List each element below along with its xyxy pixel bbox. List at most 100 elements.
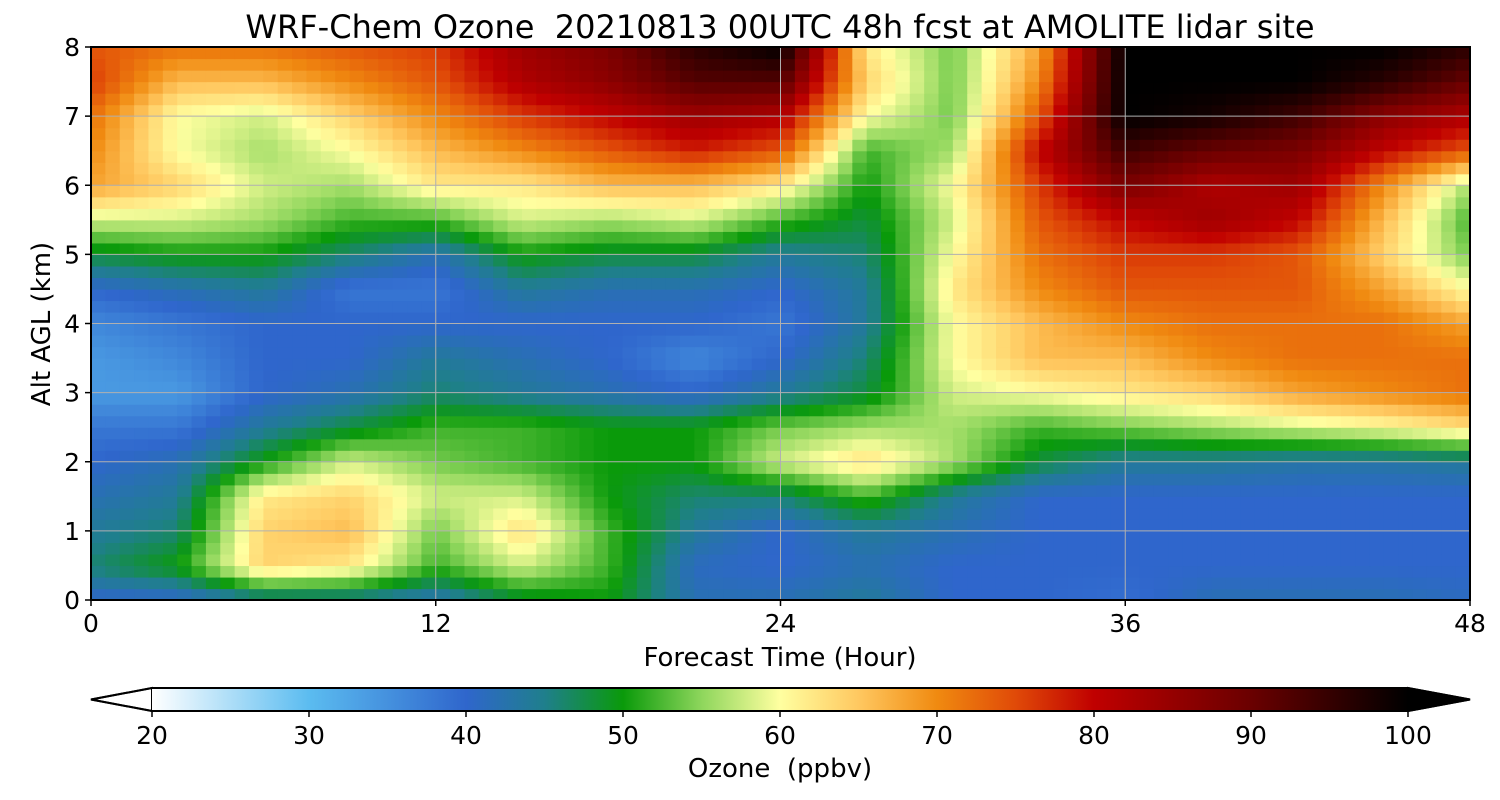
heatmap-cell — [1024, 265, 1040, 279]
heatmap-cell — [809, 588, 825, 600]
heatmap-cell — [1441, 392, 1457, 405]
heatmap-cell — [909, 185, 925, 198]
heatmap-cell — [392, 323, 408, 336]
heatmap-cell — [1268, 381, 1284, 394]
heatmap-cell — [205, 81, 221, 94]
heatmap-cell — [421, 415, 437, 428]
heatmap-cell — [1355, 81, 1371, 94]
heatmap-cell — [363, 81, 379, 94]
heatmap-cell — [593, 335, 609, 348]
heatmap-cell — [234, 242, 250, 255]
heatmap-cell — [234, 519, 250, 532]
heatmap-cell — [521, 70, 537, 83]
heatmap-cell — [1211, 277, 1227, 290]
heatmap-cell — [665, 127, 681, 140]
heatmap-cell — [148, 358, 164, 371]
heatmap-cell — [392, 116, 408, 129]
heatmap-cell — [1110, 392, 1126, 405]
heatmap-cell — [407, 127, 422, 140]
heatmap-cell — [335, 254, 351, 267]
heatmap-cell — [407, 404, 422, 417]
heatmap-cell — [995, 277, 1011, 290]
heatmap-cell — [823, 81, 839, 94]
heatmap-cell — [1211, 231, 1227, 244]
heatmap-cell — [593, 277, 609, 290]
heatmap-cell — [809, 173, 825, 186]
heatmap-cell — [938, 104, 954, 117]
heatmap-cell — [1182, 277, 1198, 290]
colorbar-gradient — [152, 688, 1408, 711]
heatmap-cell — [493, 185, 509, 198]
heatmap-cell — [234, 173, 250, 186]
heatmap-cell — [737, 415, 753, 428]
heatmap-cell — [1153, 162, 1169, 175]
heatmap-cell — [234, 127, 250, 140]
heatmap-cell — [177, 219, 193, 232]
heatmap-cell — [407, 219, 422, 232]
heatmap-cell — [1283, 415, 1299, 428]
heatmap-cell — [205, 473, 221, 486]
heatmap-cell — [1311, 231, 1327, 244]
heatmap-cell — [1383, 450, 1399, 463]
heatmap-cell — [723, 254, 738, 267]
heatmap-cell — [952, 369, 968, 382]
heatmap-cell — [723, 461, 738, 474]
heatmap-cell — [823, 335, 839, 348]
heatmap-cell — [665, 450, 681, 463]
heatmap-cell — [493, 576, 509, 590]
heatmap-cell — [1398, 542, 1414, 555]
heatmap-cell — [579, 173, 595, 186]
heatmap-cell — [148, 461, 164, 474]
heatmap-cell — [1139, 300, 1155, 313]
heatmap-cell — [1010, 277, 1026, 290]
heatmap-cell — [493, 335, 509, 348]
heatmap-cell — [1326, 185, 1342, 198]
heatmap-cell — [636, 473, 652, 486]
heatmap-cell — [134, 346, 150, 359]
heatmap-cell — [622, 369, 638, 382]
heatmap-cell — [550, 265, 566, 279]
heatmap-cell — [1398, 346, 1414, 359]
heatmap-cell — [249, 70, 264, 83]
heatmap-cell — [1311, 542, 1327, 555]
heatmap-cell — [349, 185, 365, 198]
heatmap-cell — [1455, 208, 1470, 221]
heatmap-cell — [421, 127, 437, 140]
heatmap-cell — [1441, 219, 1457, 232]
heatmap-cell — [794, 369, 810, 382]
heatmap-cell — [493, 150, 509, 163]
heatmap-cell — [105, 346, 121, 359]
heatmap-cell — [622, 162, 638, 175]
heatmap-cell — [608, 484, 624, 497]
heatmap-cell — [1254, 173, 1270, 186]
heatmap-cell — [277, 173, 293, 186]
heatmap-cell — [723, 553, 738, 567]
heatmap-cell — [191, 150, 207, 163]
heatmap-cell — [1053, 219, 1069, 232]
heatmap-cell — [737, 565, 753, 578]
heatmap-cell — [1383, 530, 1399, 543]
heatmap-cell — [1369, 139, 1385, 152]
heatmap-cell — [694, 219, 710, 232]
heatmap-cell — [392, 139, 408, 152]
heatmap-cell — [1340, 369, 1356, 382]
heatmap-cell — [1311, 461, 1327, 474]
heatmap-cell — [205, 150, 221, 163]
heatmap-cell — [205, 139, 221, 152]
heatmap-cell — [378, 208, 394, 221]
heatmap-cell — [751, 484, 767, 497]
heatmap-cell — [320, 358, 336, 371]
heatmap-cell — [1441, 265, 1457, 279]
heatmap-cell — [981, 104, 997, 117]
heatmap-cell — [1326, 323, 1342, 336]
heatmap-cell — [91, 588, 106, 600]
heatmap-cell — [1311, 81, 1327, 94]
heatmap-cell — [306, 369, 322, 382]
heatmap-cell — [1139, 381, 1155, 394]
heatmap-cell — [1297, 381, 1313, 394]
heatmap-cell — [119, 496, 135, 509]
heatmap-cell — [378, 185, 394, 198]
heatmap-cell — [593, 404, 609, 417]
heatmap-cell — [1355, 219, 1371, 232]
heatmap-cell — [1039, 47, 1055, 60]
